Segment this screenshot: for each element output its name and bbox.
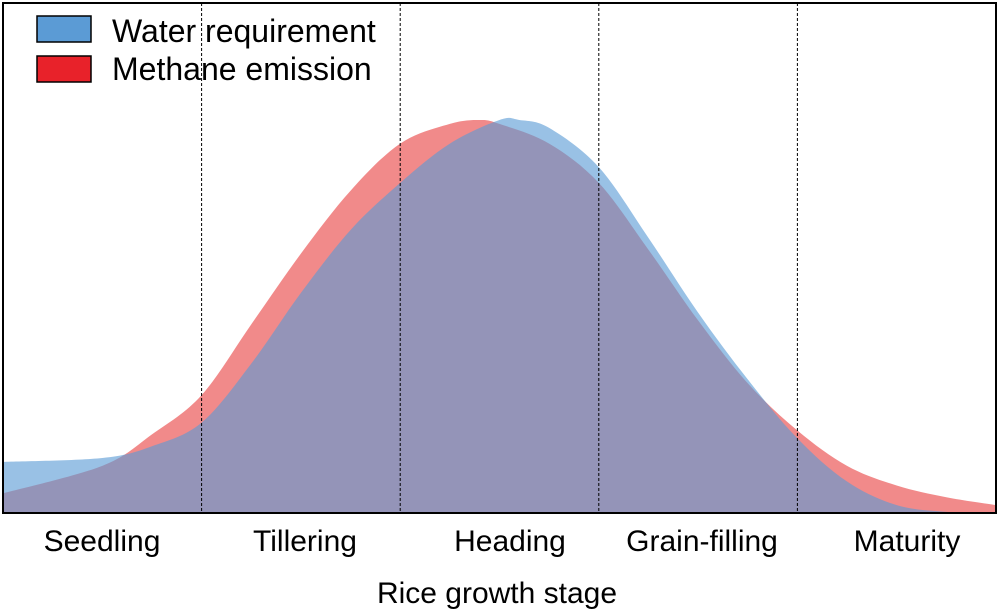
series-area-water-requirement: [3, 117, 996, 513]
plot-area: [2, 2, 997, 514]
plot-frame-overlay: [2, 2, 997, 514]
legend-label-water-requirement: Water requirement: [112, 13, 376, 49]
stage-dividers: [201, 3, 798, 513]
legend-swatch-methane-emission: [36, 55, 92, 83]
x-tick-labels: Seedling Tillering Heading Grain-filling…: [44, 525, 961, 558]
x-tick-label-grain-filling: Grain-filling: [626, 525, 778, 558]
x-tick-label-seedling: Seedling: [44, 525, 161, 558]
x-tick-label-heading: Heading: [454, 525, 566, 558]
x-tick-label-tillering: Tillering: [253, 525, 357, 558]
legend-label-methane-emission: Methane emission: [112, 51, 372, 87]
x-tick-label-maturity: Maturity: [854, 525, 961, 558]
legend: Water requirement Methane emission: [36, 13, 376, 87]
legend-swatch-water-requirement: [36, 15, 92, 43]
x-axis-title: Rice growth stage: [377, 577, 617, 610]
